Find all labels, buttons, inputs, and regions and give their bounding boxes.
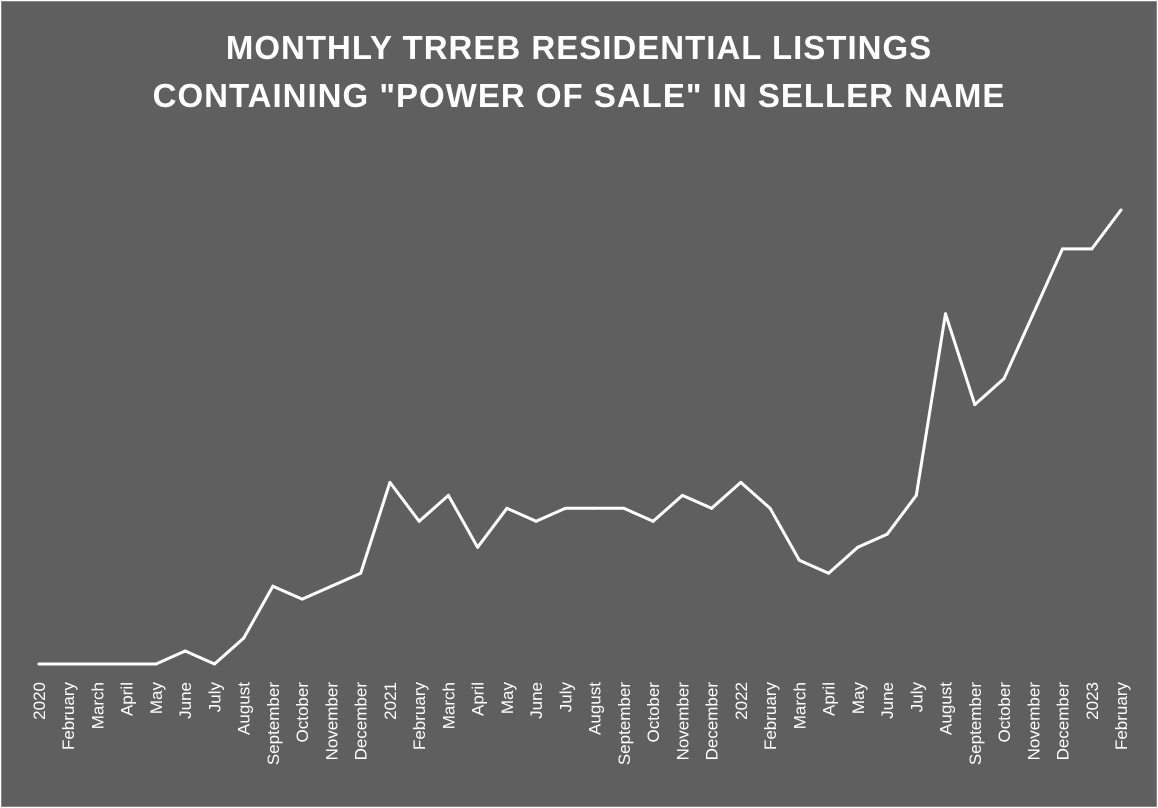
x-tick-label: 2022 (732, 682, 751, 720)
data-point (1031, 312, 1035, 316)
x-tick-label: March (790, 682, 809, 729)
x-tick-label: October (995, 682, 1014, 743)
data-point (827, 571, 831, 575)
data-point (651, 519, 655, 523)
data-point (1002, 377, 1006, 381)
x-tick-label: April (820, 682, 839, 716)
x-tick-label: 2021 (381, 682, 400, 720)
x-tick-label: July (556, 682, 575, 713)
x-tick-label: October (644, 682, 663, 743)
x-tick-label: June (527, 682, 546, 719)
data-point (944, 312, 948, 316)
data-point (417, 519, 421, 523)
chart-title: MONTHLY TRREB RESIDENTIAL LISTINGS CONTA… (2, 24, 1156, 120)
x-tick-label: December (1054, 682, 1073, 761)
data-point (1061, 247, 1065, 251)
drop-lines (184, 210, 1122, 664)
x-tick-label: 2023 (1083, 682, 1102, 720)
data-point (797, 558, 801, 562)
x-tick-label: April (469, 682, 488, 716)
x-tick-label: November (322, 682, 341, 761)
x-tick-label: July (907, 682, 926, 713)
data-point (739, 480, 743, 484)
data-point (856, 545, 860, 549)
x-tick-label: March (439, 682, 458, 729)
x-tick-label: February (410, 682, 429, 751)
chart-title-line-1: MONTHLY TRREB RESIDENTIAL LISTINGS (225, 29, 933, 66)
x-tick-label: September (264, 682, 283, 765)
data-point (768, 506, 772, 510)
x-tick-label: February (59, 682, 78, 751)
data-point (680, 493, 684, 497)
data-point (593, 506, 597, 510)
x-tick-label: February (761, 682, 780, 751)
x-tick-label: December (703, 682, 722, 761)
data-point (710, 506, 714, 510)
x-tick-label: March (88, 682, 107, 729)
x-tick-label: October (293, 682, 312, 743)
x-tick-label: May (849, 682, 868, 715)
x-tick-label: August (937, 682, 956, 735)
data-point (388, 480, 392, 484)
data-point (95, 662, 99, 666)
x-tick-label: May (498, 682, 517, 715)
data-point (885, 532, 889, 536)
data-point (622, 506, 626, 510)
data-point (125, 662, 129, 666)
data-point (66, 662, 70, 666)
data-point (1090, 247, 1094, 251)
x-tick-label: September (966, 682, 985, 765)
data-point (154, 662, 158, 666)
data-point (271, 584, 275, 588)
x-tick-label: November (1024, 682, 1043, 761)
data-point (973, 403, 977, 407)
x-axis-tick-labels: 2020 February March April May June July August S… (30, 682, 1131, 766)
series-line (39, 209, 1123, 666)
x-tick-label: 2020 (30, 682, 49, 720)
data-point (37, 662, 41, 666)
x-tick-label: May (147, 682, 166, 715)
x-tick-label: April (118, 682, 137, 716)
data-point (446, 493, 450, 497)
data-point (1119, 208, 1123, 212)
data-point (563, 506, 567, 510)
data-point (914, 493, 918, 497)
data-point (476, 545, 480, 549)
data-point (359, 571, 363, 575)
chart-title-line-2: CONTAINING "POWER OF SALE" IN SELLER NAM… (152, 77, 1006, 114)
data-point (505, 506, 509, 510)
x-tick-label: November (673, 682, 692, 761)
x-tick-label: February (1112, 682, 1131, 751)
x-tick-label: July (205, 682, 224, 713)
data-point (212, 662, 216, 666)
x-tick-label: August (235, 682, 254, 735)
x-tick-label: August (586, 682, 605, 735)
x-tick-label: June (878, 682, 897, 719)
data-point (300, 597, 304, 601)
data-point (534, 519, 538, 523)
data-point (242, 636, 246, 640)
x-tick-label: December (352, 682, 371, 761)
data-point (183, 649, 187, 653)
x-tick-label: September (615, 682, 634, 765)
data-point (329, 584, 333, 588)
x-tick-label: June (176, 682, 195, 719)
series-group (37, 208, 1123, 666)
